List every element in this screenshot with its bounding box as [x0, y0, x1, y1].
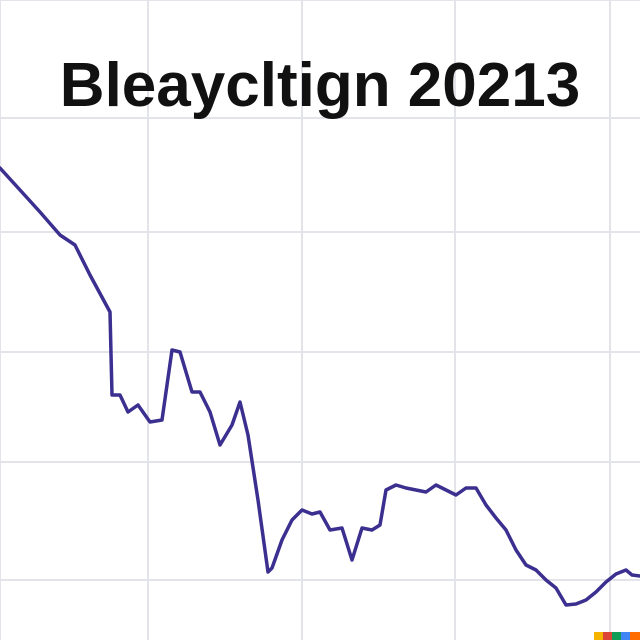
- color-swatch: [612, 632, 623, 640]
- color-swatch: [603, 632, 614, 640]
- series-group: [0, 166, 640, 607]
- series-line: [0, 166, 640, 607]
- color-swatch: [621, 632, 632, 640]
- color-swatch: [630, 632, 640, 640]
- chart-title: Bleaycltign 20213: [59, 51, 581, 120]
- color-swatch: [594, 632, 605, 640]
